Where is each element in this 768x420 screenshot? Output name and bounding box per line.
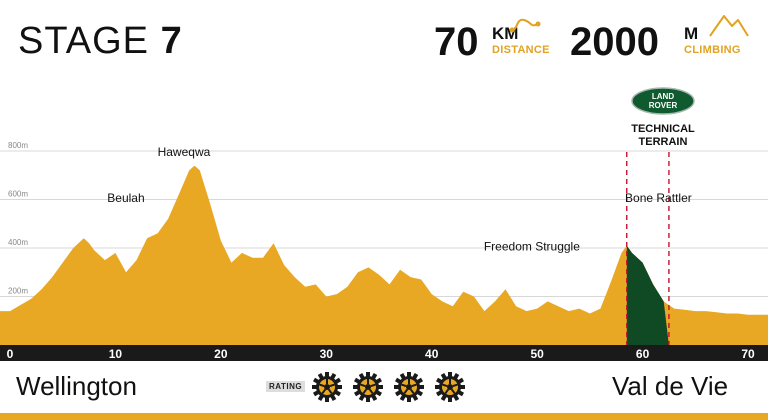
y-tick-label: 400m [8,238,28,247]
logo-text-2: ROVER [649,101,678,110]
x-tick-label: 50 [530,347,544,361]
rating-label: RATING [266,381,306,392]
stage-label: STAGE [18,20,149,62]
y-tick-label: 800m [8,141,28,150]
logo-text-1: LAND [652,92,674,101]
stage-title: STAGE 7 [18,20,183,63]
x-tick-label: 30 [320,347,334,361]
distance-value: 70 [434,20,479,64]
rating-gear-icon [394,372,424,402]
start-location: Wellington [16,371,137,401]
rating-gear-icon [353,372,383,402]
climbing-label: CLIMBING [684,44,741,56]
rating-gear-icon [312,372,342,402]
technical-terrain-area [626,245,669,345]
x-tick-label: 60 [636,347,650,361]
x-tick-label: 20 [214,347,228,361]
x-tick-label: 0 [7,347,14,361]
x-tick-label: 10 [109,347,123,361]
x-tick-label: 40 [425,347,439,361]
climbing-unit: M [684,24,699,43]
y-tick-label: 600m [8,190,28,199]
peak-annotation: Haweqwa [158,145,211,159]
peak-annotation: Beulah [107,191,144,205]
x-axis-bar [0,345,768,361]
mountain-icon [709,15,749,37]
x-axis-labels: 0 10 20 30 40 50 60 70 [7,347,755,361]
peak-annotation: Freedom Struggle [484,239,580,253]
distance-label: DISTANCE [492,44,550,56]
annotations: Haweqwa Beulah Freedom Struggle Bone Rattle… [107,145,691,254]
rating-gear-icon [435,372,465,402]
technical-label-line1: TECHNICAL [631,123,695,135]
technical-label-line2: TERRAIN [638,136,688,148]
y-tick-label: 200m [8,287,28,296]
land-rover-logo: LAND ROVER [631,87,695,115]
y-axis-labels: 200m 400m 600m 800m [8,141,28,296]
peak-annotation: Bone Rattler [625,191,692,205]
technical-terrain-label: TECHNICAL TERRAIN [620,123,706,149]
stage-number: 7 [160,20,183,62]
x-tick-label: 70 [741,347,755,361]
footer-stripe [0,413,768,420]
finish-location: Val de Vie [612,371,729,401]
elevation-area [0,165,768,345]
climbing-value: 2000 [570,20,659,64]
route-icon [509,18,541,33]
